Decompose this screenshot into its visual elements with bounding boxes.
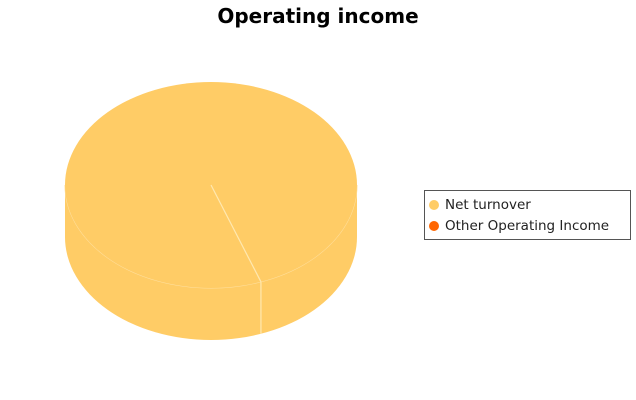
legend-marker-net-turnover <box>429 199 439 210</box>
legend-label: Other Operating Income <box>445 217 610 234</box>
legend-item-net-turnover: Net turnover <box>429 194 630 215</box>
legend-item-other-operating-income: Other Operating Income <box>429 215 630 236</box>
chart-title: Operating income <box>217 4 419 28</box>
legend: Net turnover Other Operating Income <box>424 190 631 240</box>
slice-edge <box>210 184 262 283</box>
legend-marker-other-operating-income <box>429 220 439 231</box>
legend-label: Net turnover <box>445 196 531 213</box>
